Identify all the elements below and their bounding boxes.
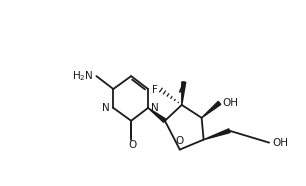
Text: O: O (176, 136, 184, 146)
Text: OH: OH (272, 138, 288, 148)
Text: OH: OH (222, 98, 238, 108)
Text: O: O (128, 140, 136, 150)
Text: H$_2$N: H$_2$N (72, 69, 93, 83)
Polygon shape (182, 82, 186, 105)
Text: F: F (152, 85, 158, 95)
Text: N: N (151, 103, 159, 113)
Polygon shape (202, 101, 221, 118)
Polygon shape (148, 108, 166, 122)
Polygon shape (203, 129, 230, 140)
Text: N: N (102, 103, 109, 113)
